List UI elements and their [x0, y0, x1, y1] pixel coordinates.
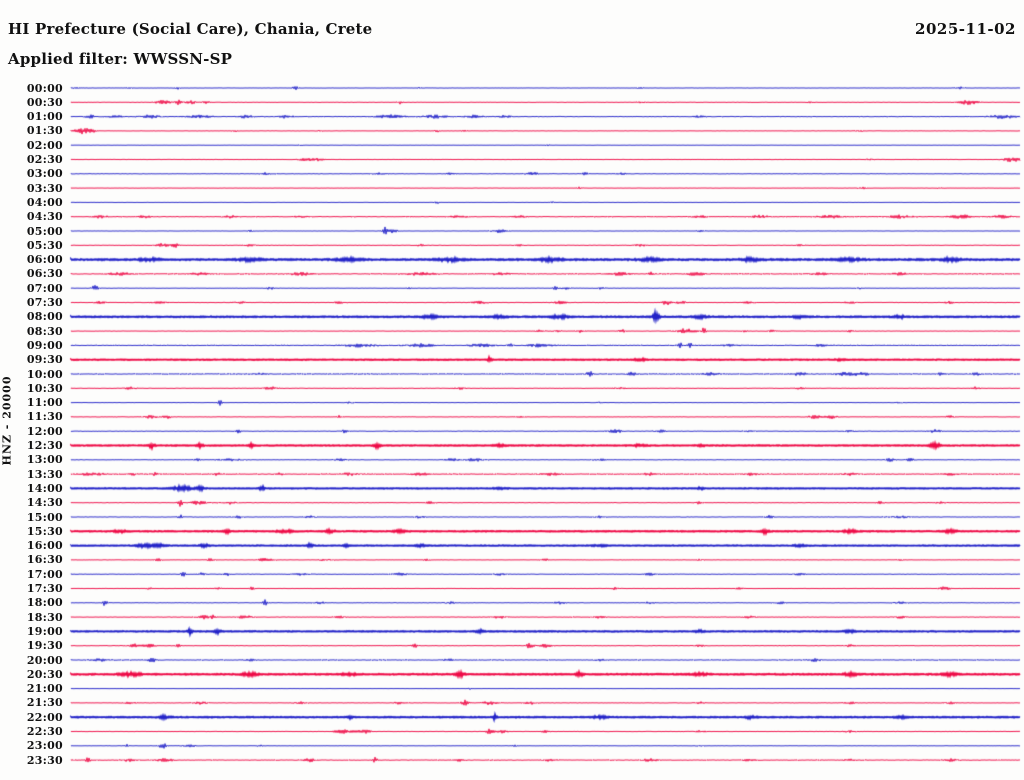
seismogram-traces: [0, 0, 1024, 780]
helicorder-page: { "header": { "title": "HI Prefecture (S…: [0, 0, 1024, 780]
